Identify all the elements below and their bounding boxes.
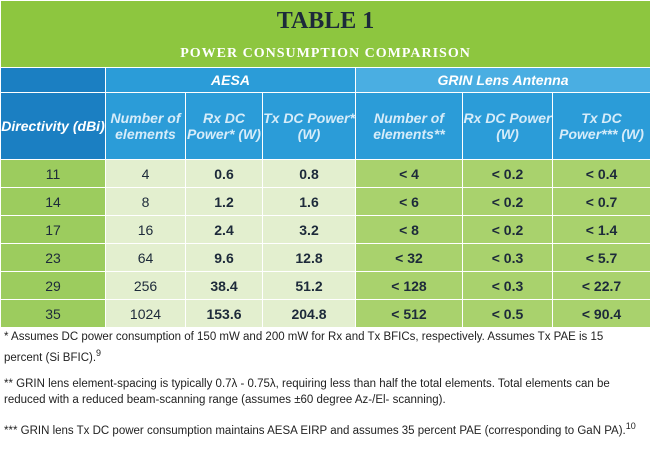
table-cell: 4: [106, 160, 186, 188]
table-cell: 8: [106, 188, 186, 216]
table-cell: 1.6: [263, 188, 356, 216]
table-cell: 1.2: [186, 188, 263, 216]
footnote-ref: 9: [96, 348, 101, 358]
table-cell: 14: [1, 188, 106, 216]
table-cell: < 90.4: [553, 300, 650, 328]
footnote-text: ** GRIN lens element-spacing is typicall…: [4, 378, 610, 406]
footnote-text: * Assumes DC power consumption of 150 mW…: [4, 331, 603, 364]
table-cell: 12.8: [263, 244, 356, 272]
column-header: Tx DC Power* (W): [263, 93, 356, 160]
footnote-ref: 10: [626, 421, 636, 431]
table-cell: 29: [1, 272, 106, 300]
table-cell: 64: [106, 244, 186, 272]
footnotes: * Assumes DC power consumption of 150 mW…: [0, 329, 646, 449]
table-cell: 1024: [106, 300, 186, 328]
table-cell: 35: [1, 300, 106, 328]
table-cell: 11: [1, 160, 106, 188]
table-cell: 3.2: [263, 216, 356, 244]
column-header: Number of elements: [106, 93, 186, 160]
table-cell: < 32: [356, 244, 463, 272]
table-cell: < 512: [356, 300, 463, 328]
table-cell: < 0.3: [463, 244, 553, 272]
column-header: Rx DC Power* (W): [186, 93, 263, 160]
footnote: * Assumes DC power consumption of 150 mW…: [4, 329, 642, 366]
table-cell: < 0.5: [463, 300, 553, 328]
table-cell: < 1.4: [553, 216, 650, 244]
group-spacer: [1, 68, 106, 93]
table-cell: 38.4: [186, 272, 263, 300]
table-cell: 16: [106, 216, 186, 244]
footnote-text: *** GRIN lens Tx DC power consumption ma…: [4, 425, 626, 437]
table-cell: 2.4: [186, 216, 263, 244]
table-cell: 0.8: [263, 160, 356, 188]
column-header: Rx DC Power (W): [463, 93, 553, 160]
column-header: Directivity (dBi): [1, 93, 106, 160]
table-cell: 0.6: [186, 160, 263, 188]
table-cell: < 6: [356, 188, 463, 216]
table-title: TABLE 1: [1, 1, 650, 42]
table-cell: < 0.7: [553, 188, 650, 216]
column-header: Number of elements**: [356, 93, 463, 160]
footnote: *** GRIN lens Tx DC power consumption ma…: [4, 418, 642, 439]
table-cell: < 0.2: [463, 160, 553, 188]
table-cell: < 8: [356, 216, 463, 244]
group-header: GRIN Lens Antenna: [356, 68, 650, 93]
table-cell: 51.2: [263, 272, 356, 300]
table-cell: < 0.3: [463, 272, 553, 300]
table-cell: < 0.2: [463, 216, 553, 244]
column-header: Tx DC Power*** (W): [553, 93, 650, 160]
table-cell: 204.8: [263, 300, 356, 328]
table-cell: < 4: [356, 160, 463, 188]
table-cell: 153.6: [186, 300, 263, 328]
table-subtitle: POWER CONSUMPTION COMPARISON: [1, 41, 650, 68]
table-cell: < 0.2: [463, 188, 553, 216]
table-cell: < 128: [356, 272, 463, 300]
table-cell: 17: [1, 216, 106, 244]
table-cell: 23: [1, 244, 106, 272]
table-cell: < 0.4: [553, 160, 650, 188]
table: TABLE 1 POWER CONSUMPTION COMPARISON AES…: [0, 0, 650, 328]
footnote: ** GRIN lens element-spacing is typicall…: [4, 376, 642, 408]
table-cell: < 5.7: [553, 244, 650, 272]
table-cell: 256: [106, 272, 186, 300]
table-cell: < 22.7: [553, 272, 650, 300]
group-header: AESA: [106, 68, 356, 93]
table-cell: 9.6: [186, 244, 263, 272]
